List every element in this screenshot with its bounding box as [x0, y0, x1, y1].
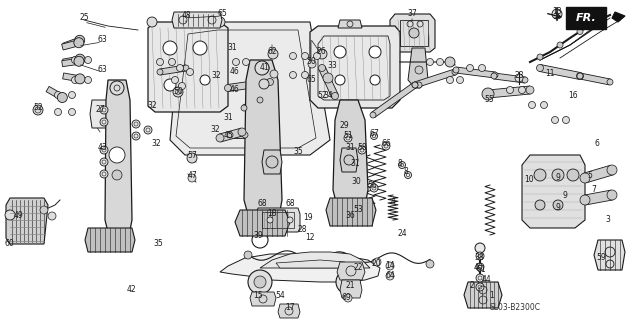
Polygon shape — [276, 260, 345, 268]
Text: 69: 69 — [341, 293, 351, 302]
Circle shape — [552, 169, 564, 181]
Circle shape — [535, 200, 545, 210]
Polygon shape — [256, 208, 300, 232]
Circle shape — [484, 90, 492, 98]
Text: 60: 60 — [4, 238, 14, 247]
Circle shape — [563, 116, 570, 124]
Polygon shape — [62, 73, 81, 82]
Circle shape — [412, 82, 418, 88]
Circle shape — [344, 294, 352, 302]
Circle shape — [224, 84, 231, 92]
Polygon shape — [539, 65, 581, 79]
Text: 47: 47 — [187, 171, 197, 180]
Circle shape — [100, 170, 108, 178]
Text: 7: 7 — [592, 185, 597, 194]
Text: 46: 46 — [229, 68, 239, 76]
Circle shape — [482, 88, 494, 100]
Circle shape — [188, 174, 196, 182]
Text: 49: 49 — [13, 212, 23, 220]
Text: 23: 23 — [514, 71, 524, 81]
Circle shape — [386, 262, 394, 270]
Circle shape — [132, 120, 140, 128]
Circle shape — [5, 210, 15, 220]
Text: 63: 63 — [97, 66, 107, 75]
Text: 34: 34 — [323, 92, 333, 100]
Circle shape — [445, 57, 455, 67]
Polygon shape — [408, 48, 428, 88]
Circle shape — [476, 274, 484, 282]
Circle shape — [55, 108, 62, 116]
Circle shape — [342, 276, 354, 288]
Polygon shape — [390, 14, 435, 52]
Circle shape — [453, 67, 459, 73]
Circle shape — [268, 49, 278, 59]
Circle shape — [412, 82, 418, 88]
Text: 10: 10 — [524, 175, 534, 185]
Circle shape — [156, 59, 164, 66]
Circle shape — [580, 173, 590, 183]
Polygon shape — [90, 100, 122, 128]
Circle shape — [557, 42, 563, 48]
Circle shape — [334, 46, 346, 58]
Polygon shape — [230, 132, 245, 138]
Text: 43: 43 — [98, 142, 108, 151]
Circle shape — [193, 41, 207, 55]
Polygon shape — [219, 128, 243, 142]
Text: 9: 9 — [556, 203, 561, 212]
Circle shape — [580, 195, 590, 205]
Text: 62: 62 — [267, 47, 277, 57]
Text: 39: 39 — [253, 231, 263, 241]
Circle shape — [109, 147, 125, 163]
Circle shape — [537, 54, 543, 60]
Circle shape — [370, 132, 377, 140]
Text: 31: 31 — [350, 158, 360, 167]
Circle shape — [164, 79, 176, 91]
Polygon shape — [337, 262, 365, 280]
Circle shape — [491, 73, 497, 79]
Circle shape — [132, 132, 140, 140]
Circle shape — [373, 258, 381, 266]
FancyBboxPatch shape — [566, 7, 606, 29]
Circle shape — [576, 73, 583, 79]
Polygon shape — [148, 22, 228, 112]
Circle shape — [437, 59, 444, 66]
Circle shape — [475, 243, 485, 253]
Text: 29: 29 — [339, 121, 349, 130]
Circle shape — [259, 63, 269, 73]
Circle shape — [266, 156, 278, 168]
Circle shape — [331, 92, 338, 100]
Text: 16: 16 — [568, 92, 578, 100]
Bar — [262, 212, 294, 228]
Text: 41: 41 — [259, 62, 269, 71]
Polygon shape — [278, 304, 300, 318]
Text: 54: 54 — [275, 292, 285, 300]
Circle shape — [526, 86, 534, 94]
Circle shape — [75, 74, 85, 84]
Polygon shape — [494, 73, 525, 83]
Polygon shape — [583, 165, 614, 183]
Text: 30: 30 — [351, 178, 361, 187]
Circle shape — [314, 52, 321, 60]
Polygon shape — [244, 60, 282, 222]
Text: 11: 11 — [545, 68, 555, 77]
Text: 25: 25 — [79, 13, 89, 22]
Polygon shape — [260, 252, 370, 268]
Text: 21: 21 — [345, 281, 355, 290]
Circle shape — [529, 101, 535, 108]
Text: 35: 35 — [153, 239, 163, 249]
Polygon shape — [220, 254, 380, 282]
Circle shape — [243, 59, 249, 66]
Circle shape — [552, 9, 562, 19]
Text: 52: 52 — [317, 92, 327, 100]
Text: 40: 40 — [474, 263, 484, 273]
Circle shape — [200, 75, 210, 85]
Polygon shape — [105, 80, 132, 240]
Circle shape — [244, 251, 252, 259]
Text: 2: 2 — [469, 281, 474, 290]
Polygon shape — [159, 65, 186, 75]
Circle shape — [551, 116, 559, 124]
Text: 56: 56 — [367, 181, 377, 190]
Circle shape — [71, 76, 79, 84]
Text: 44: 44 — [482, 275, 492, 284]
